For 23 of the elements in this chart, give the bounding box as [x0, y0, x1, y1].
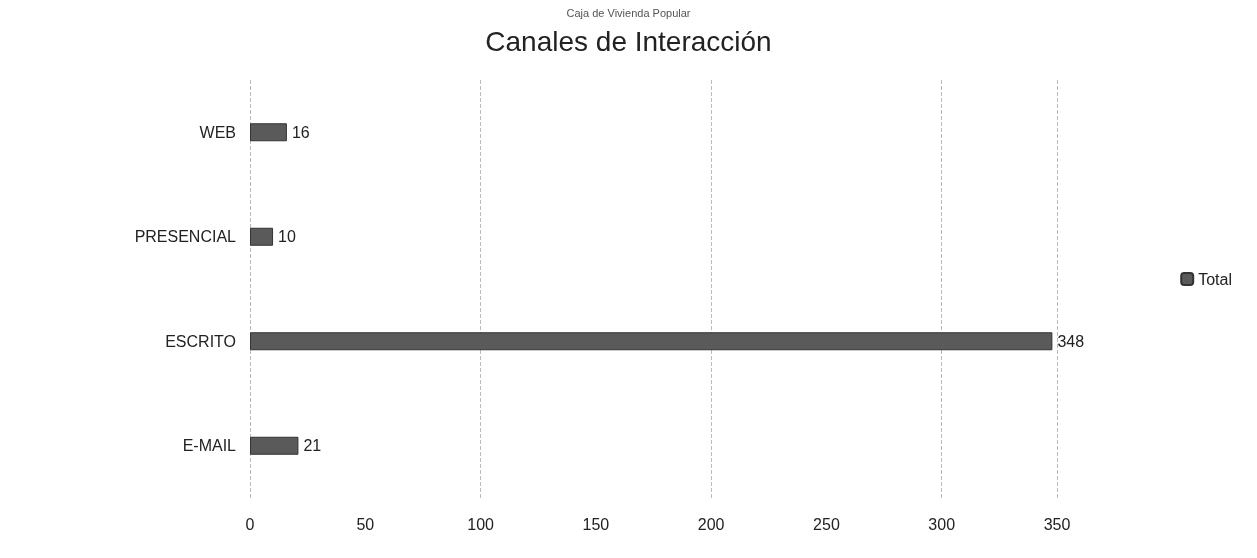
legend-label: Total — [1198, 270, 1232, 288]
data-label: 21 — [303, 437, 322, 455]
y-tick-label: ESCRITO — [165, 332, 236, 350]
x-tick-label: 50 — [356, 515, 375, 533]
text: Caja de Vivienda Popular — [566, 6, 691, 19]
bar — [250, 436, 299, 455]
x-tick-label: 200 — [697, 515, 725, 533]
bar — [250, 123, 287, 142]
y-tick-label: E-MAIL — [182, 437, 237, 455]
bar — [250, 332, 1053, 351]
data-label: 348 — [1057, 332, 1085, 350]
x-tick-label: 350 — [1043, 515, 1071, 533]
y-tick-label: PRESENCIAL — [134, 228, 237, 246]
data-label: 16 — [291, 123, 310, 141]
x-tick-label: 300 — [928, 515, 956, 533]
x-tick-label: 100 — [467, 515, 495, 533]
chart-title: Canales de Interacción — [485, 25, 772, 57]
x-tick-label: 0 — [245, 515, 255, 533]
x-tick-label: 150 — [582, 515, 610, 533]
x-tick-label: 250 — [813, 515, 840, 533]
data-label: 10 — [278, 228, 296, 246]
y-tick-label: WEB — [199, 123, 236, 141]
bar — [250, 227, 274, 246]
